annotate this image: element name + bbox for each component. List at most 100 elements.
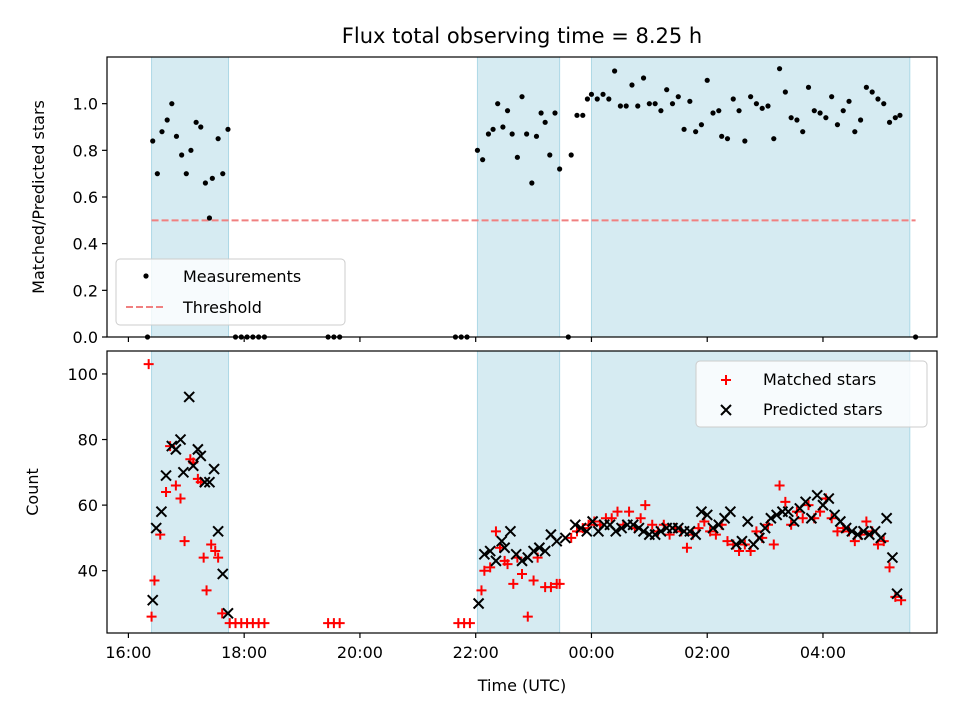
predicted-star-point (170, 443, 182, 456)
predicted-star-point (886, 551, 899, 564)
predicted-star-point (770, 509, 783, 521)
matched-star-point (647, 519, 658, 530)
predicted-star-point (846, 525, 858, 538)
matched-star-point (890, 591, 901, 602)
measurement-point (188, 147, 194, 153)
predicted-star-point (880, 512, 893, 524)
predicted-star-point (689, 528, 702, 541)
measurement-point (834, 122, 841, 128)
bottom-panel: 40 60 80 100 16:00 18:00 20:00 22:00 00:00 02:00 0… (67, 350, 938, 662)
measurement-point (857, 117, 864, 123)
measurement-point (800, 129, 806, 135)
measurement-point (169, 101, 175, 107)
top-panel: 0.0 0.2 0.4 0.6 0.8 1.0 Measurements Threshold (73, 56, 938, 347)
predicted-star-point (147, 594, 159, 606)
matched-star-point (722, 536, 733, 547)
predicted-star-point (559, 532, 572, 544)
predicted-star-point (805, 512, 818, 524)
measurement-point (600, 91, 606, 97)
measurement-point (154, 171, 160, 177)
matched-star-point (612, 506, 623, 517)
predicted-star-point (496, 535, 508, 547)
matched-star-point (797, 513, 808, 524)
matched-star-point (170, 480, 181, 491)
legend-matched-marker (721, 375, 731, 385)
measurement-point (568, 152, 574, 158)
predicted-star-point (840, 522, 852, 534)
predicted-star-point (504, 525, 517, 538)
measurement-point (198, 124, 204, 130)
bottom-y-tick-label: 40 (78, 562, 98, 581)
predicted-star-point (701, 509, 713, 521)
measurement-point (474, 147, 481, 153)
predicted-star-point (695, 505, 708, 518)
measurement-point (519, 94, 525, 100)
predicted-star-point (195, 450, 207, 462)
measurement-point (730, 96, 736, 102)
matched-star-point (198, 552, 209, 563)
matched-star-point (635, 513, 646, 524)
measurement-point (719, 133, 725, 139)
measurement-point (687, 98, 693, 104)
predicted-star-point (472, 597, 485, 610)
measurement-point (881, 101, 887, 107)
measurement-point (542, 119, 548, 125)
measurement-point (829, 94, 835, 100)
bottom-axes-frame (106, 350, 938, 634)
predicted-star-point (490, 555, 502, 567)
measurement-point (823, 115, 829, 121)
legend-predicted-label: Predicted stars (763, 400, 883, 419)
measurement-point (164, 117, 170, 123)
x-tick-label: 20:00 (337, 643, 383, 662)
matched-star-point (832, 526, 843, 537)
matched-star-point (528, 575, 539, 586)
measurement-point (485, 131, 492, 137)
measurement-point (664, 87, 670, 93)
measurement-point (693, 129, 699, 135)
measurement-point (225, 126, 231, 132)
measurement-point (897, 112, 903, 118)
matched-star-point (334, 618, 345, 629)
predicted-star-point (765, 512, 777, 524)
measurement-point (480, 157, 486, 163)
measurement-point (817, 110, 823, 116)
measurement-point (716, 108, 722, 114)
measurement-point (220, 171, 226, 177)
matched-star-point (624, 506, 635, 517)
bottom-observing-window (476, 350, 561, 634)
bottom-legend: Matched stars Predicted stars (695, 360, 928, 428)
x-tick-label: 22:00 (453, 643, 499, 662)
measurement-point (202, 180, 208, 186)
predicted-star-point (551, 535, 563, 547)
matched-star-point (217, 608, 228, 619)
measurement-point (724, 136, 731, 142)
predicted-star-point (655, 525, 667, 538)
predicted-star-point (782, 505, 794, 518)
matched-star-point (143, 359, 154, 370)
measurement-point (623, 103, 629, 109)
measurement-point (840, 108, 846, 114)
measurement-point (538, 110, 544, 116)
measurement-point (504, 108, 511, 114)
measurement-point (215, 136, 221, 142)
measurement-point (704, 77, 710, 83)
measurement-point (759, 105, 765, 111)
matched-star-point (206, 539, 217, 550)
measurement-point (852, 129, 858, 135)
measurement-point (490, 126, 496, 132)
predicted-star-point (575, 522, 587, 534)
measurement-point (669, 101, 676, 107)
predicted-star-point (736, 535, 748, 547)
predicted-star-point (498, 542, 511, 554)
predicted-star-point (637, 525, 650, 538)
measurement-point (574, 112, 580, 118)
matched-star-point (640, 500, 651, 511)
measurement-point (658, 108, 664, 114)
measurement-point (675, 94, 681, 100)
top-y-tick-label: 0.4 (73, 235, 98, 254)
top-y-tick-label: 0.2 (73, 281, 98, 300)
measurement-point (875, 96, 881, 102)
predicted-star-point (539, 545, 551, 557)
measurement-point (805, 84, 812, 90)
